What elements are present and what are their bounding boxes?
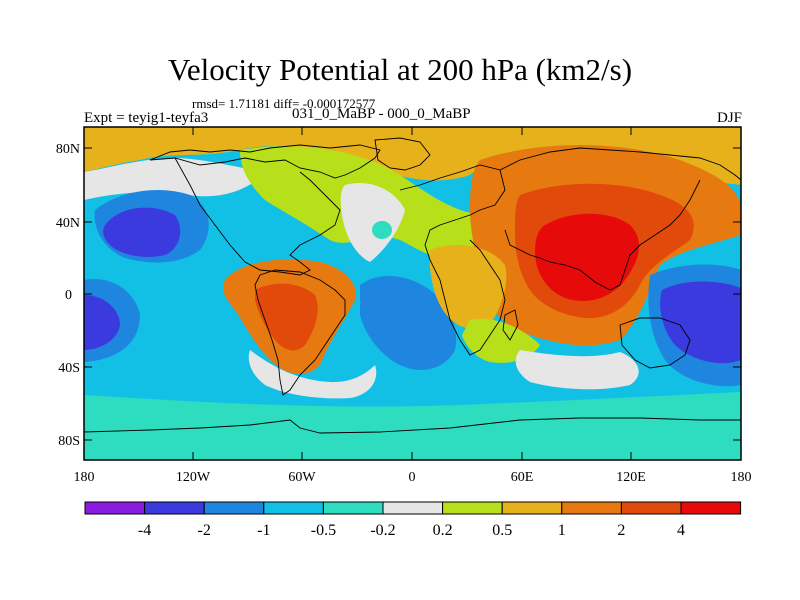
coastline-north-america-west [174, 157, 341, 276]
contour-south-america-neutral [248, 350, 377, 399]
colorbar-label: 1 [558, 522, 566, 539]
contour-atlantic-neutral [340, 182, 405, 262]
lon-label: 120E [616, 470, 646, 485]
colorbar-box [144, 501, 205, 515]
velocity-potential-field [84, 127, 741, 460]
colorbar-box [84, 501, 146, 515]
colorbar-box [620, 501, 682, 515]
colorbar-box [203, 501, 265, 515]
contour-pacific-south-core [84, 295, 120, 350]
colorbar-box [382, 501, 444, 515]
colorbar-box [322, 501, 384, 515]
contour-africa-orange [429, 245, 507, 329]
experiment-label: Expt = teyig1-teyfa3 [84, 110, 209, 126]
coastline-south-america [254, 269, 346, 396]
colorbar-label: -4 [138, 522, 151, 539]
coastlines [84, 137, 741, 434]
contour-north-band [84, 127, 741, 185]
colorbar-box [442, 501, 503, 515]
lon-label: 180 [731, 470, 752, 485]
colorbar-label: 4 [677, 522, 685, 539]
lat-label: 40S [58, 361, 80, 376]
colorbar-box [680, 501, 742, 515]
contour-asia-core [535, 213, 640, 301]
coastline-antarctica [84, 417, 741, 434]
plot-title: Velocity Potential at 200 hPa (km2/s) [167, 52, 633, 87]
contour-pacific-west-core [103, 207, 181, 257]
colorbar-label: -0.2 [370, 522, 395, 539]
colorbar-label: -0.5 [311, 522, 336, 539]
contour-pacific-east-core [660, 281, 741, 364]
lat-axis: 80N 40N 0 40S 80S [56, 142, 741, 449]
contour-small-blob [372, 221, 392, 239]
contour-atlantic-negative [360, 275, 457, 370]
lon-label: 0 [409, 470, 416, 485]
coastline-australia [619, 317, 691, 369]
colorbar-label: 2 [617, 522, 625, 539]
contour-indian-neutral [515, 350, 639, 390]
colorbar-label: -2 [198, 522, 211, 539]
lon-label: 180 [74, 470, 95, 485]
coastline-asia [499, 147, 741, 291]
lat-label: 80S [58, 434, 80, 449]
lon-label: 120W [176, 470, 211, 485]
lon-label: 60W [288, 470, 316, 485]
colorbar-box [263, 501, 324, 515]
colorbar-label: -1 [257, 522, 270, 539]
colorbar-label: 0.5 [492, 522, 512, 539]
colorbar-label: 0.2 [433, 522, 453, 539]
contour-south-america-red [255, 283, 318, 351]
coastline-madagascar [502, 309, 519, 341]
contour-north-neutral [84, 158, 265, 200]
runs-label: 031_0_MaBP - 000_0_MaBP [292, 106, 471, 122]
colorbar: -4 -2 -1 -0.5 -0.2 0.2 0.5 1 2 4 [84, 501, 742, 539]
lat-label: 0 [65, 288, 72, 303]
lat-label: 80N [56, 142, 80, 157]
lon-label: 60E [511, 470, 534, 485]
coastline-europe-africa [399, 164, 506, 356]
lat-label: 40N [56, 216, 80, 231]
lon-axis: 180 120W 60W 0 60E 120E 180 [74, 127, 752, 485]
colorbar-box [561, 501, 622, 515]
coastline-north-america [149, 144, 381, 179]
contour-south-band [84, 392, 741, 460]
colorbar-box [501, 501, 563, 515]
coastline-greenland [374, 137, 431, 171]
stats-text: rmsd= 1.71181 diff= -0.000172577 [192, 96, 376, 111]
season-label: DJF [716, 110, 742, 126]
